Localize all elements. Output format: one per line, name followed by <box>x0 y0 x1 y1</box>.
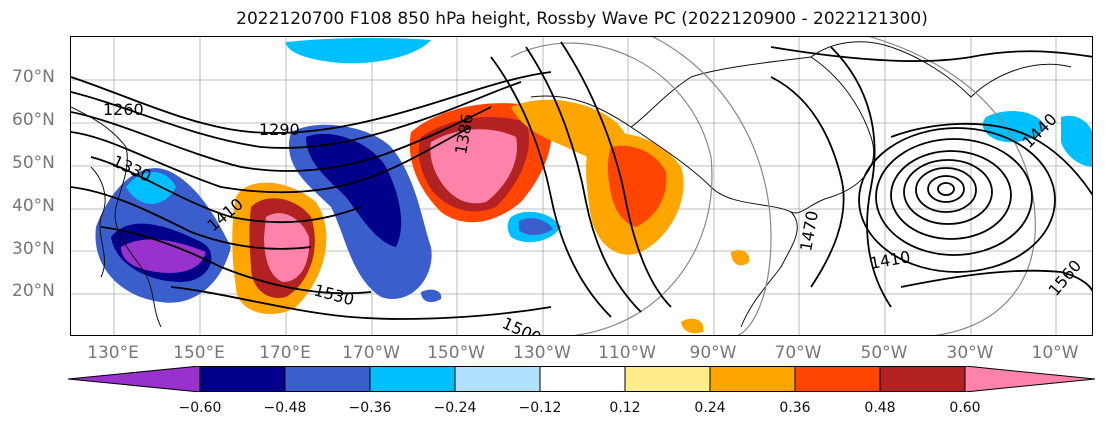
lat-label-60n: 60°N <box>12 110 55 130</box>
colorbar-bin <box>199 366 286 392</box>
colorbar-tick-label: −0.24 <box>433 400 477 416</box>
colorbar-svg <box>67 365 1096 393</box>
colorbar <box>67 365 1096 393</box>
contour-label: 1260 <box>103 100 144 119</box>
map-panel: 1260 1290 1330 1410 1530 1500 1386 1470 … <box>70 36 1093 336</box>
lon-label-70w: 70°W <box>774 343 822 363</box>
colorbar-bin <box>709 366 796 392</box>
lon-label-170w: 170°W <box>342 343 400 363</box>
contour-label: 1290 <box>259 120 300 139</box>
contour-label: 1470 <box>796 209 822 252</box>
lat-label-70n: 70°N <box>12 67 55 87</box>
lon-label-170e: 170°E <box>259 343 311 363</box>
contour-label: 1500 <box>499 313 544 336</box>
colorbar-tick-label: −0.60 <box>178 400 222 416</box>
colorbar-extend-high <box>964 365 1096 393</box>
colorbar-bin <box>624 366 711 392</box>
height-contours <box>71 41 1092 320</box>
map-svg: 1260 1290 1330 1410 1530 1500 1386 1470 … <box>71 37 1092 336</box>
colorbar-bin <box>539 366 626 392</box>
rossby-wave-anomaly-fills <box>95 37 1092 334</box>
colorbar-bin <box>369 366 456 392</box>
colorbar-extend-low <box>67 365 201 393</box>
lat-label-40n: 40°N <box>12 196 55 216</box>
colorbar-tick-label: 0.60 <box>949 400 981 416</box>
lon-label-90w: 90°W <box>689 343 737 363</box>
lon-label-130e: 130°E <box>87 343 139 363</box>
lon-label-30w: 30°W <box>946 343 994 363</box>
colorbar-tick-label: 0.24 <box>694 400 726 416</box>
lat-label-30n: 30°N <box>12 239 55 259</box>
contour-label: 1530 <box>312 281 356 310</box>
colorbar-bin <box>794 366 881 392</box>
lon-label-10w: 10°W <box>1031 343 1079 363</box>
colorbar-tick-label: 0.12 <box>609 400 641 416</box>
colorbar-tick-label: −0.12 <box>518 400 562 416</box>
coastlines <box>71 41 1072 328</box>
lon-label-150e: 150°E <box>173 343 225 363</box>
colorbar-bin <box>284 366 371 392</box>
lat-label-20n: 20°N <box>12 281 55 301</box>
colorbar-bin <box>879 366 966 392</box>
lon-label-150w: 150°W <box>427 343 485 363</box>
colorbar-tick-label: 0.36 <box>779 400 811 416</box>
map-title: 2022120700 F108 850 hPa height, Rossby W… <box>236 9 928 29</box>
colorbar-tick-label: −0.48 <box>263 400 307 416</box>
colorbar-tick-label: −0.36 <box>348 400 392 416</box>
lon-label-50w: 50°W <box>860 343 908 363</box>
colorbar-tick-label: 0.48 <box>864 400 896 416</box>
atlantic-low-contours <box>858 127 1056 273</box>
lon-label-110w: 110°W <box>598 343 656 363</box>
colorbar-bin <box>454 366 541 392</box>
lon-label-130w: 130°W <box>513 343 571 363</box>
lat-label-50n: 50°N <box>12 153 55 173</box>
